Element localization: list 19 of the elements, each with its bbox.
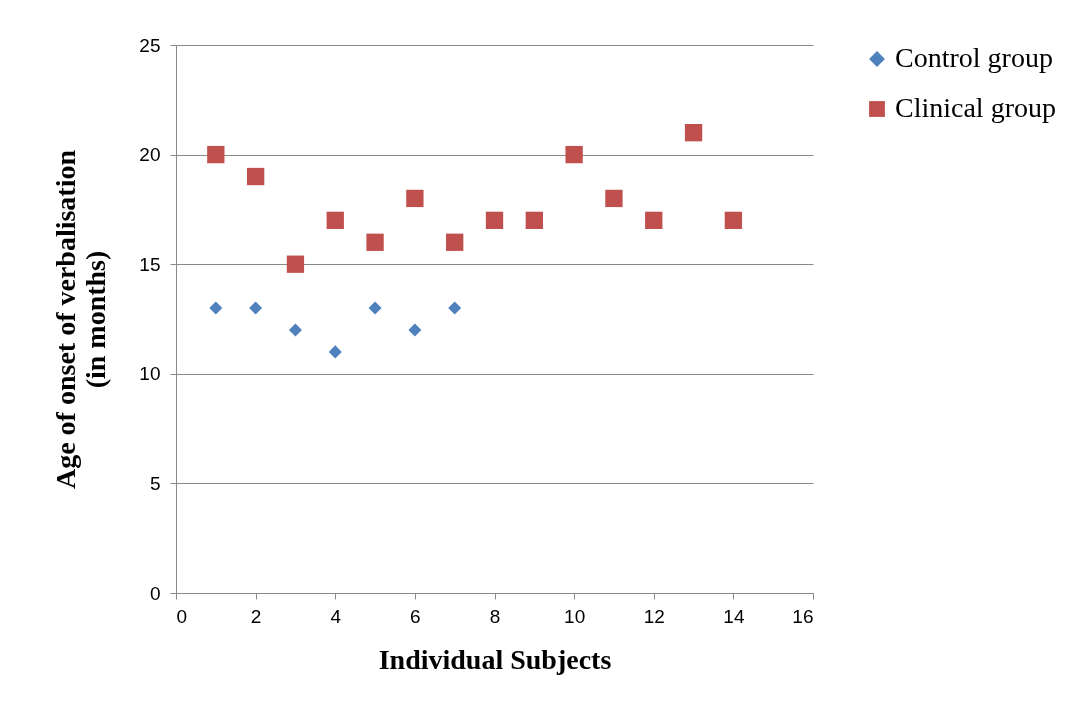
x-tick-label: 8	[489, 605, 501, 627]
legend-label: Clinical group	[895, 92, 1056, 123]
x-axis-title: Individual Subjects	[378, 643, 612, 675]
y-tick-label: 20	[139, 144, 161, 166]
y-axis-title: Age of onset of verbalisation (in months)	[50, 149, 112, 490]
legend-label: Control group	[895, 42, 1053, 73]
y-tick-label: 5	[149, 472, 161, 494]
y-tick-label: 0	[149, 582, 161, 604]
x-tick-label: 16	[792, 605, 814, 627]
x-tick-label: 0	[176, 605, 188, 627]
y-tick-label: 10	[139, 363, 161, 385]
x-tick-label: 4	[330, 605, 342, 627]
x-tick-label: 10	[564, 605, 586, 627]
x-tick-label: 6	[410, 605, 421, 627]
y-tick-label: 15	[139, 253, 161, 275]
x-tick-label: 2	[250, 605, 262, 627]
x-tick-label: 12	[643, 605, 665, 627]
y-tick-label: 25	[139, 34, 161, 56]
x-tick-label: 14	[723, 605, 745, 627]
